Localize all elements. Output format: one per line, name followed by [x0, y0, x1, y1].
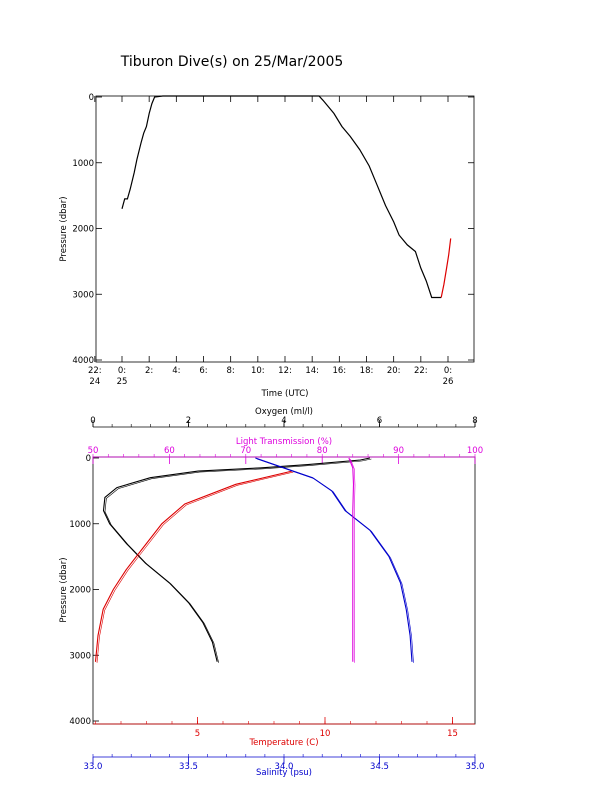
axis-tick-label: 34.0: [275, 762, 294, 772]
light-transmission-axis-label: Light Transmission (%): [236, 437, 332, 447]
oxygen-axis-label: Oxygen (ml/l): [255, 407, 313, 417]
x-tick-label: 22:: [88, 366, 102, 376]
y-tick-label: 4000: [72, 356, 94, 366]
time-axis: 22:240:252: 4: 6: 8: 10: 12: 14: 16: 18: 20: 22: 0:…: [88, 96, 453, 387]
dive-series: [121, 95, 452, 299]
x-tick-sublabel: 24: [89, 377, 100, 387]
axis-tick-label: 33.0: [84, 762, 103, 772]
dive-series-line-1: [440, 238, 452, 298]
axis-tick-label: 50: [88, 446, 99, 456]
profile-line-2: [255, 457, 413, 662]
axis-tick-label: 35.0: [466, 762, 485, 772]
axis-tick-label: 15: [447, 729, 458, 739]
y-tick-label: 3000: [72, 290, 94, 300]
plot-frame-2: [92, 456, 476, 725]
plot-frame: [95, 95, 475, 363]
axis-tick-label: 8: [472, 416, 477, 426]
x-tick-label: 16:: [332, 366, 346, 376]
temperature-axis-label: Temperature (C): [248, 738, 318, 748]
y-tick-label: 2000: [72, 225, 94, 235]
x-tick-sublabel: 25: [117, 377, 128, 387]
profile-line-0: [102, 457, 371, 662]
x-tick-label: 0:: [444, 366, 452, 376]
light-transmission-axis: 50 60 70 80 90 100: [88, 446, 483, 464]
oxygen-axis: 0 2 4 6 8: [90, 416, 478, 428]
axis-tick-label: 10: [320, 729, 331, 739]
axis-tick-label: 100: [467, 446, 483, 456]
profile-line-alt-0: [104, 458, 372, 663]
y-tick-label: 2000: [69, 586, 91, 596]
y-tick-label: 1000: [72, 159, 94, 169]
x-tick-label: 14:: [305, 366, 319, 376]
dive-series-line-0: [121, 95, 442, 299]
pressure-axis: 0 1000 2000 3000 4000: [72, 93, 474, 366]
y-tick-label: 1000: [69, 520, 91, 530]
dive-profile-chart: 22:240:252: 4: 6: 8: 10: 12: 14: 16: 18: 20: 22: 0:…: [59, 93, 475, 399]
axis-tick-label: 4: [281, 416, 286, 426]
axis-tick-label: 0: [90, 416, 95, 426]
axis-tick-label: 34.5: [370, 762, 389, 772]
x-tick-label: 10:: [251, 366, 265, 376]
profile-series: [94, 457, 414, 663]
axis-tick-label: 60: [164, 446, 175, 456]
x-axis-label: Time (UTC): [261, 389, 309, 399]
profile-line-alt-1: [96, 471, 294, 663]
axis-tick-label: 80: [317, 446, 328, 456]
axis-tick-label: 5: [195, 729, 200, 739]
y-tick-label: 4000: [69, 717, 91, 727]
x-tick-label: 22:: [414, 366, 428, 376]
y-tick-label: 3000: [69, 651, 91, 661]
x-tick-label: 6:: [199, 366, 207, 376]
x-tick-label: 2:: [145, 366, 153, 376]
salinity-axis: 33.0 33.5 34.0 34.5 35.0: [84, 754, 485, 772]
profile-line-1: [94, 470, 293, 662]
temperature-axis: 5 10 15: [93, 717, 475, 739]
x-tick-sublabel: 26: [443, 377, 454, 387]
axis-tick-label: 90: [393, 446, 404, 456]
axis-tick-label: 33.5: [179, 762, 198, 772]
x-tick-label: 12:: [278, 366, 292, 376]
x-tick-label: 18:: [360, 366, 374, 376]
axis-tick-label: 70: [240, 446, 251, 456]
profile-line-3: [348, 457, 355, 662]
x-tick-label: 8:: [227, 366, 235, 376]
profile-line-alt-3: [350, 458, 356, 663]
y-tick-label: 0: [86, 454, 91, 464]
x-tick-label: 0:: [118, 366, 126, 376]
profile-line-alt-2: [256, 458, 414, 663]
axis-tick-label: 2: [186, 416, 191, 426]
salinity-axis-label: Salinity (psu): [256, 768, 312, 778]
y-axis-label-2: Pressure (dbar): [59, 557, 69, 622]
axis-tick-label: 6: [377, 416, 382, 426]
y-axis-label: Pressure (dbar): [59, 196, 69, 261]
x-tick-label: 20:: [387, 366, 401, 376]
x-tick-label: 4:: [172, 366, 180, 376]
page-title: Tiburon Dive(s) on 25/Mar/2005: [120, 54, 344, 70]
pressure-axis-2: 0 1000 2000 3000 4000: [69, 454, 99, 727]
y-tick-label: 0: [89, 93, 94, 103]
